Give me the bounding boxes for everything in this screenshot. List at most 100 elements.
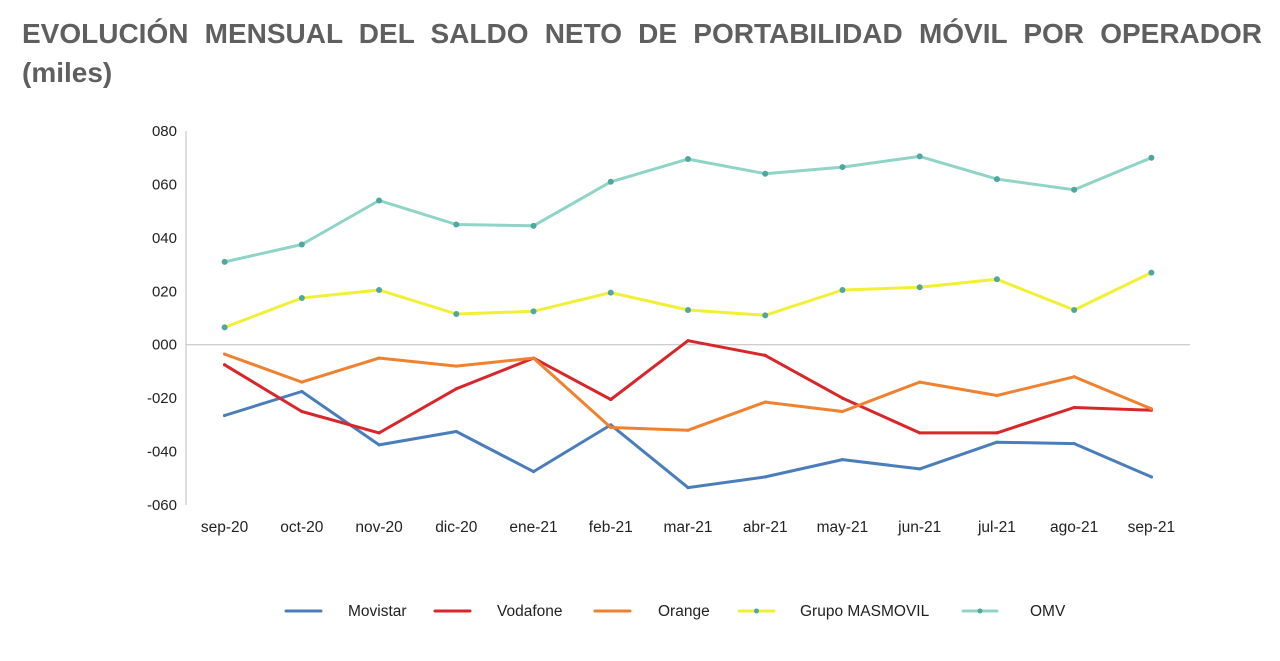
data-point-movistar	[1072, 441, 1076, 446]
x-tick-label: nov-20	[355, 519, 403, 536]
y-tick-label: -060	[147, 497, 177, 514]
x-tick-label: dic-20	[435, 519, 478, 536]
data-point-grupo-masmovil	[839, 286, 846, 293]
data-point-grupo-masmovil	[298, 294, 305, 301]
data-point-movistar	[300, 389, 304, 394]
data-point-omv	[298, 241, 305, 248]
legend-marker-omv	[977, 608, 983, 614]
data-point-grupo-masmovil	[685, 306, 691, 313]
legend-label-omv: OMV	[1030, 603, 1066, 620]
data-point-vodafone	[454, 387, 458, 391]
legend-label-movistar: Movistar	[348, 603, 407, 620]
y-tick-label: 060	[152, 176, 177, 193]
data-point-orange	[531, 356, 536, 360]
data-point-omv	[607, 178, 614, 185]
data-point-orange	[1072, 375, 1076, 379]
data-point-orange	[223, 352, 227, 356]
y-tick-label: 000	[152, 337, 177, 354]
data-point-vodafone	[377, 431, 381, 435]
x-tick-label: feb-21	[589, 519, 633, 536]
data-point-orange	[609, 425, 613, 430]
x-tick-label: oct-20	[280, 519, 323, 536]
data-point-movistar	[995, 440, 999, 444]
y-tick-label: -020	[147, 390, 177, 407]
axis-layer: 080 060 040 020 000 -020 -040 -060 sep-20 oct-20 n…	[147, 123, 1190, 536]
data-point-omv	[1071, 186, 1078, 193]
legend-marker-grupo-masmovil	[754, 608, 759, 614]
data-point-omv	[376, 197, 383, 204]
x-tick-label: may-21	[817, 519, 869, 536]
series-line-grupo-masmovil	[223, 271, 1153, 329]
x-tick-label: mar-21	[663, 519, 712, 536]
data-point-grupo-masmovil	[762, 312, 769, 319]
data-point-grupo-masmovil	[1071, 306, 1078, 313]
data-point-omv	[839, 164, 846, 171]
data-point-omv	[916, 153, 923, 160]
data-point-movistar	[918, 467, 922, 471]
data-point-vodafone	[918, 431, 922, 435]
data-point-omv	[530, 222, 537, 229]
data-point-omv	[221, 258, 228, 265]
data-point-movistar	[686, 486, 690, 490]
data-point-movistar	[223, 413, 227, 418]
page-title: EVOLUCIÓN MENSUAL DEL SALDO NETO DE PORT…	[22, 18, 1262, 88]
data-point-vodafone	[840, 396, 845, 400]
data-point-movistar	[377, 443, 381, 447]
data-point-vodafone	[1072, 405, 1076, 410]
data-point-grupo-masmovil	[376, 286, 383, 293]
data-point-orange	[763, 400, 767, 404]
series-line-movistar	[223, 390, 1153, 490]
data-point-movistar	[531, 470, 536, 474]
x-tick-label: ene-21	[509, 519, 557, 536]
data-point-omv	[685, 156, 691, 163]
data-point-omv	[1148, 154, 1155, 161]
data-point-vodafone	[686, 339, 690, 343]
x-tick-label: jun-21	[897, 519, 941, 536]
data-point-grupo-masmovil	[453, 310, 460, 317]
data-point-vodafone	[763, 353, 767, 357]
x-tick-label: jul-21	[977, 519, 1016, 536]
data-point-grupo-masmovil	[1148, 269, 1155, 276]
data-point-orange	[1149, 407, 1153, 411]
data-point-movistar	[840, 457, 845, 462]
series-line-omv	[223, 154, 1153, 264]
legend-label-vodafone: Vodafone	[497, 603, 563, 620]
y-tick-label: 020	[152, 283, 177, 300]
series-line-orange	[223, 352, 1153, 432]
data-point-orange	[454, 364, 458, 368]
x-tick-label: sep-20	[201, 519, 249, 536]
y-tick-label: 080	[152, 123, 177, 140]
data-point-orange	[918, 380, 922, 384]
y-tick-label: 040	[152, 230, 177, 247]
legend: Movistar Vodafone Orange Grupo MASMOVIL OMV	[284, 603, 1066, 620]
data-point-vodafone	[223, 363, 227, 367]
data-point-grupo-masmovil	[607, 289, 614, 296]
data-point-orange	[377, 356, 381, 360]
x-tick-label: ago-21	[1050, 519, 1098, 536]
data-point-grupo-masmovil	[221, 324, 228, 331]
x-tick-label: sep-21	[1128, 519, 1175, 536]
legend-label-grupo-masmovil: Grupo MASMOVIL	[800, 603, 930, 620]
series-line-vodafone	[223, 339, 1153, 435]
series-layer	[221, 153, 1155, 490]
data-point-grupo-masmovil	[530, 308, 537, 315]
data-point-orange	[300, 380, 304, 384]
data-point-movistar	[1149, 475, 1153, 479]
data-point-orange	[840, 409, 845, 414]
data-point-grupo-masmovil	[993, 276, 1000, 283]
x-tick-label: abr-21	[743, 519, 788, 536]
data-point-omv	[993, 176, 1000, 183]
data-point-movistar	[763, 475, 767, 479]
y-tick-label: -040	[147, 444, 177, 461]
data-point-grupo-masmovil	[916, 284, 923, 291]
data-point-movistar	[454, 429, 458, 434]
legend-label-orange: Orange	[658, 603, 710, 620]
data-point-omv	[453, 221, 460, 228]
data-point-vodafone	[995, 431, 999, 435]
data-point-omv	[762, 170, 769, 177]
data-point-orange	[995, 393, 999, 398]
data-point-vodafone	[609, 397, 613, 402]
data-point-vodafone	[300, 409, 304, 414]
data-point-orange	[686, 428, 690, 432]
